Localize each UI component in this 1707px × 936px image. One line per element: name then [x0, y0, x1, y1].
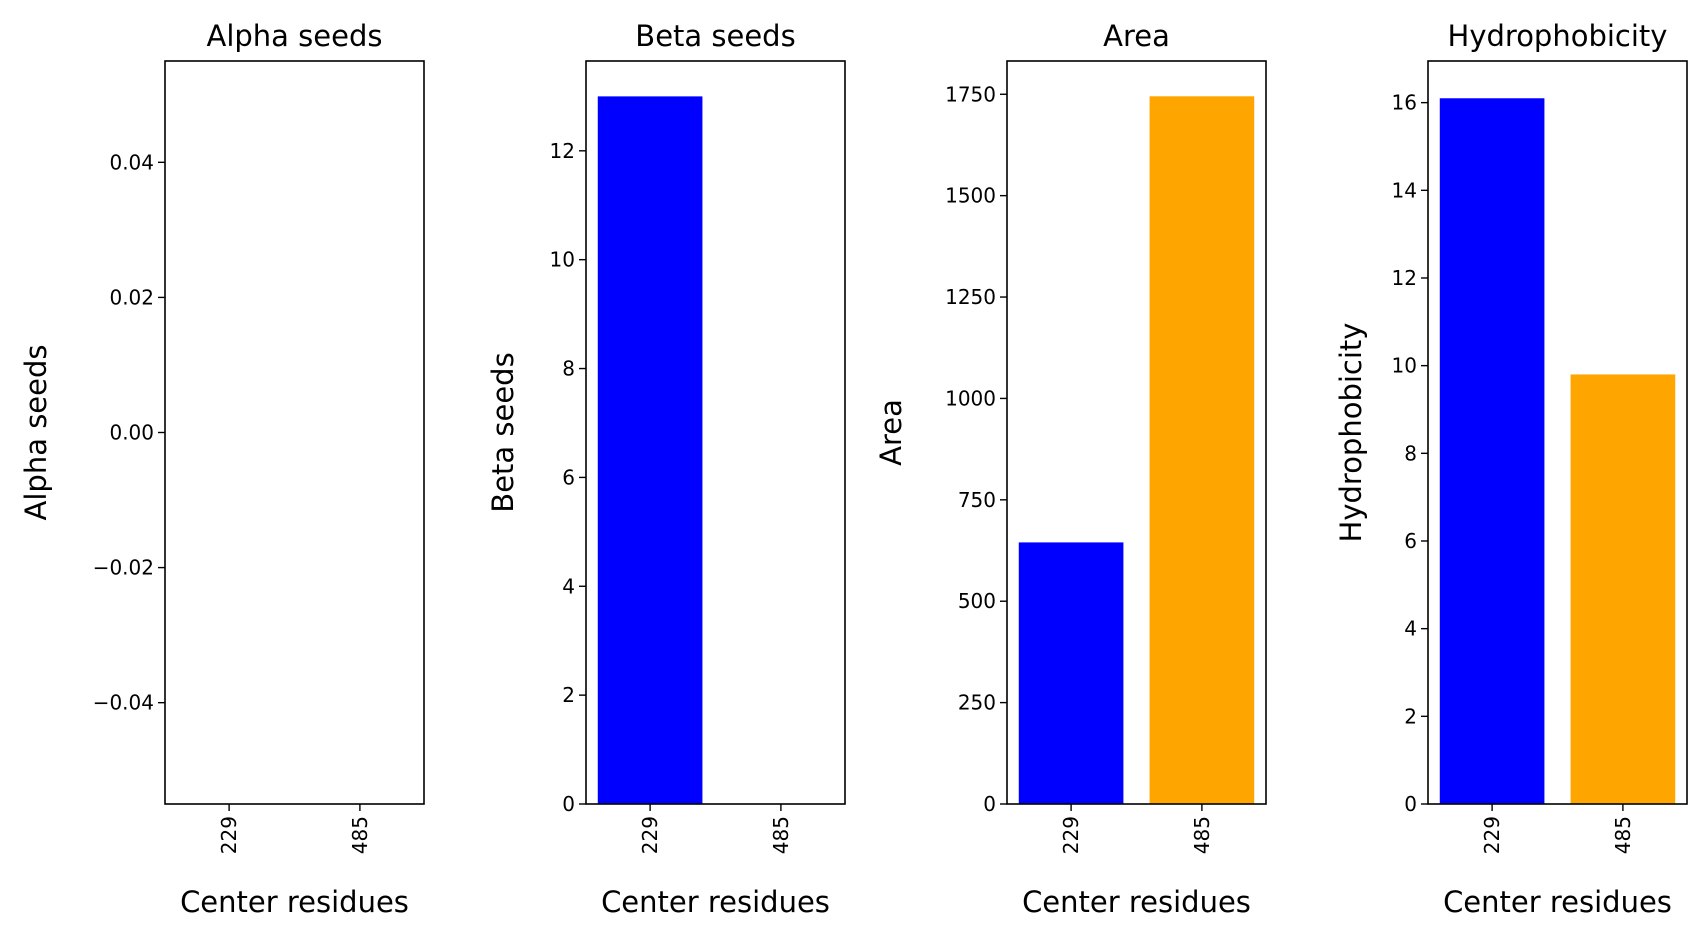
- x-tick-label: 485: [1611, 816, 1635, 854]
- y-tick-label: 2: [1404, 704, 1417, 728]
- x-axis-label: Center residues: [1443, 885, 1672, 919]
- y-axis-label: Alpha seeds: [19, 345, 53, 521]
- y-axis-label: Beta seeds: [486, 352, 520, 512]
- y-tick-label: 14: [1392, 178, 1417, 202]
- y-tick-label: −0.02: [93, 556, 154, 580]
- y-tick-label: 16: [1392, 91, 1417, 115]
- axes-frame: [585, 60, 846, 805]
- y-tick-label: 1000: [945, 386, 996, 410]
- y-tick-label: 10: [550, 248, 575, 272]
- y-tick-label: 8: [1404, 441, 1417, 465]
- bar-229: [597, 96, 703, 804]
- x-tick-label: 485: [1190, 816, 1214, 854]
- panel-title: Area: [1103, 19, 1170, 53]
- bar-229: [1439, 98, 1545, 804]
- y-tick-label: 1250: [945, 285, 996, 309]
- chart-panel-3: 0 250 500 750 1000 1250 1500 1750 229 485 Area Cent…: [874, 19, 1267, 919]
- y-tick-label: 2: [562, 683, 575, 707]
- y-axis-label: Area: [874, 399, 908, 466]
- y-tick-label: 12: [550, 139, 575, 163]
- y-tick-label: 8: [562, 357, 575, 381]
- y-tick-label: −0.04: [93, 691, 154, 715]
- x-tick-label: 485: [769, 816, 793, 854]
- x-axis-label: Center residues: [180, 885, 409, 919]
- y-tick-label: 4: [562, 574, 575, 598]
- x-tick-label: 229: [217, 816, 241, 854]
- chart-panel-2: 0 2 4 6 8 10 12 229 485 Beta seeds Center residues…: [486, 19, 846, 919]
- bar-485: [1570, 374, 1676, 804]
- y-tick-label: 4: [1404, 617, 1417, 641]
- x-tick-label: 229: [1480, 816, 1504, 854]
- x-tick-label: 229: [1059, 816, 1083, 854]
- y-tick-label: 500: [958, 589, 996, 613]
- y-tick-label: 1750: [945, 82, 996, 106]
- chart-panel-4: 0 2 4 6 8 10 12 14 16 229 485 Hydrophobicity Center …: [1334, 19, 1688, 919]
- panel-title: Hydrophobicity: [1448, 19, 1668, 53]
- x-tick-label: 485: [348, 816, 372, 854]
- y-tick-label: 0: [983, 792, 996, 816]
- y-tick-label: 0.04: [109, 150, 154, 174]
- panel-title: Beta seeds: [635, 19, 795, 53]
- y-tick-label: 0: [1404, 792, 1417, 816]
- bar-485: [1149, 96, 1255, 804]
- x-axis-label: Center residues: [601, 885, 830, 919]
- y-tick-label: 6: [562, 465, 575, 489]
- chart-panel-1: −0.04 −0.02 0.00 0.02 0.04 229 485 Alpha seeds C…: [19, 19, 425, 919]
- axes-frame: [1427, 60, 1688, 805]
- y-tick-label: 750: [958, 488, 996, 512]
- y-tick-label: 0.00: [109, 421, 154, 445]
- y-tick-label: 6: [1404, 529, 1417, 553]
- y-tick-label: 0: [562, 792, 575, 816]
- x-axis-label: Center residues: [1022, 885, 1251, 919]
- y-tick-label: 250: [958, 691, 996, 715]
- axes-frame: [1006, 60, 1267, 805]
- y-tick-label: 0.02: [109, 285, 154, 309]
- y-tick-label: 1500: [945, 184, 996, 208]
- panel-title: Alpha seeds: [207, 19, 383, 53]
- y-axis-label: Hydrophobicity: [1334, 323, 1368, 543]
- bar-229: [1018, 542, 1124, 804]
- y-tick-label: 12: [1392, 266, 1417, 290]
- x-tick-label: 229: [638, 816, 662, 854]
- y-tick-label: 10: [1392, 354, 1417, 378]
